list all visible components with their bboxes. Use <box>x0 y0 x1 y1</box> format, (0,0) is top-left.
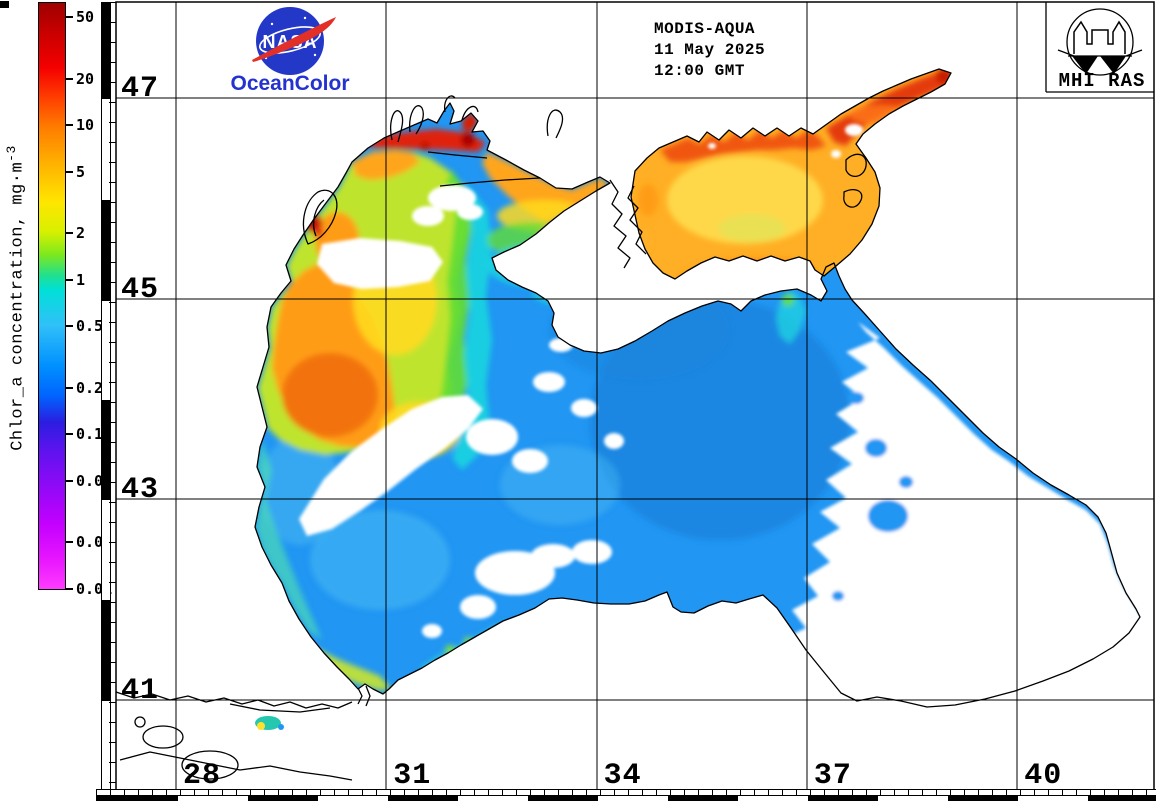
colorbar-tick-mark <box>66 77 73 80</box>
colorbar-tick-mark <box>66 232 73 235</box>
longitude-label: 31 <box>393 759 432 793</box>
colorbar-tick-label: 2 <box>76 224 86 243</box>
chlorophyll-colorbar <box>38 2 66 590</box>
longitude-label: 28 <box>183 759 222 793</box>
colorbar-tick-mark <box>66 170 73 173</box>
colorbar-tick-mark <box>66 588 73 590</box>
mhi-ras-emblem <box>1045 2 1154 93</box>
colorbar-tick-mark <box>66 325 73 328</box>
colorbar-tick-mark <box>66 124 73 127</box>
longitude-label: 40 <box>1024 759 1063 793</box>
coastline <box>115 68 1141 781</box>
colorbar-tick-mark <box>66 16 73 19</box>
colorbar-tick-label: 5 <box>76 162 86 181</box>
image-title-block: MODIS-AQUA 11 May 2025 12:00 GMT <box>654 19 765 82</box>
scale-corner-mark <box>0 1 9 8</box>
image-date: 11 May 2025 <box>654 41 766 59</box>
latitude-label: 41 <box>121 673 160 708</box>
image-time: 12:00 GMT <box>654 62 745 80</box>
latitude-label: 47 <box>121 72 160 106</box>
latitude-tick-bar <box>109 2 116 792</box>
colorbar-tick-label: 50 <box>76 8 95 27</box>
colorbar-tick-mark <box>66 541 73 544</box>
longitude-scale-bar <box>96 795 1156 801</box>
colorbar-tick-mark <box>66 386 73 389</box>
sea-data-layer <box>255 69 1140 707</box>
longitude-label: 34 <box>603 759 642 793</box>
colorbar-tick-label: 1 <box>76 270 86 289</box>
colorbar-tick-label: 20 <box>76 69 95 88</box>
colorbar-tick-label: 0.5 <box>76 317 104 336</box>
colorbar-tick-label: 10 <box>76 116 95 135</box>
colorbar-tick-mark <box>66 479 73 482</box>
latitude-label: 43 <box>121 473 160 508</box>
colorbar-title: Chlor_a concentration, mg·m-3 <box>4 145 28 451</box>
sensor-name: MODIS-AQUA <box>654 20 756 38</box>
colorbar-tick-mark <box>66 278 73 281</box>
mhi-ras-label: MHI RAS <box>1058 70 1146 92</box>
nasa-meatball-logo: NASA <box>252 7 336 75</box>
colorbar-tick-label: 0.1 <box>76 425 104 444</box>
cloud-gaps <box>299 117 1140 707</box>
longitude-label: 37 <box>813 759 852 793</box>
colorbar-tick-label: 0.2 <box>76 378 104 397</box>
oceancolor-wordmark: OceanColor <box>230 72 350 95</box>
marmara-data-patches <box>255 716 284 730</box>
latitude-label: 45 <box>121 272 160 307</box>
colorbar-tick-mark <box>66 433 73 436</box>
